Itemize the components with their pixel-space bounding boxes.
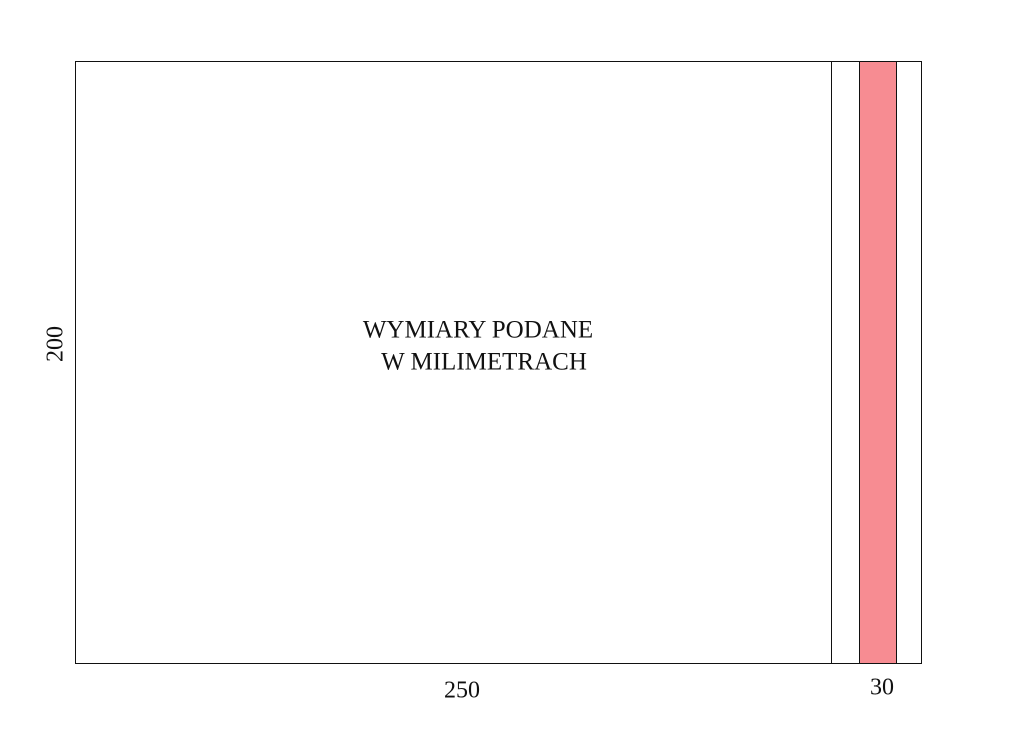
width-label: 250 [444, 678, 480, 704]
strip-width-label: 30 [870, 675, 894, 701]
height-label: 200 [43, 326, 69, 362]
outer-frame [75, 61, 922, 664]
note-line: WYMIARY PODANE [363, 317, 593, 344]
pink-strip [859, 61, 897, 664]
note-line: W MILIMETRACH [381, 349, 587, 376]
